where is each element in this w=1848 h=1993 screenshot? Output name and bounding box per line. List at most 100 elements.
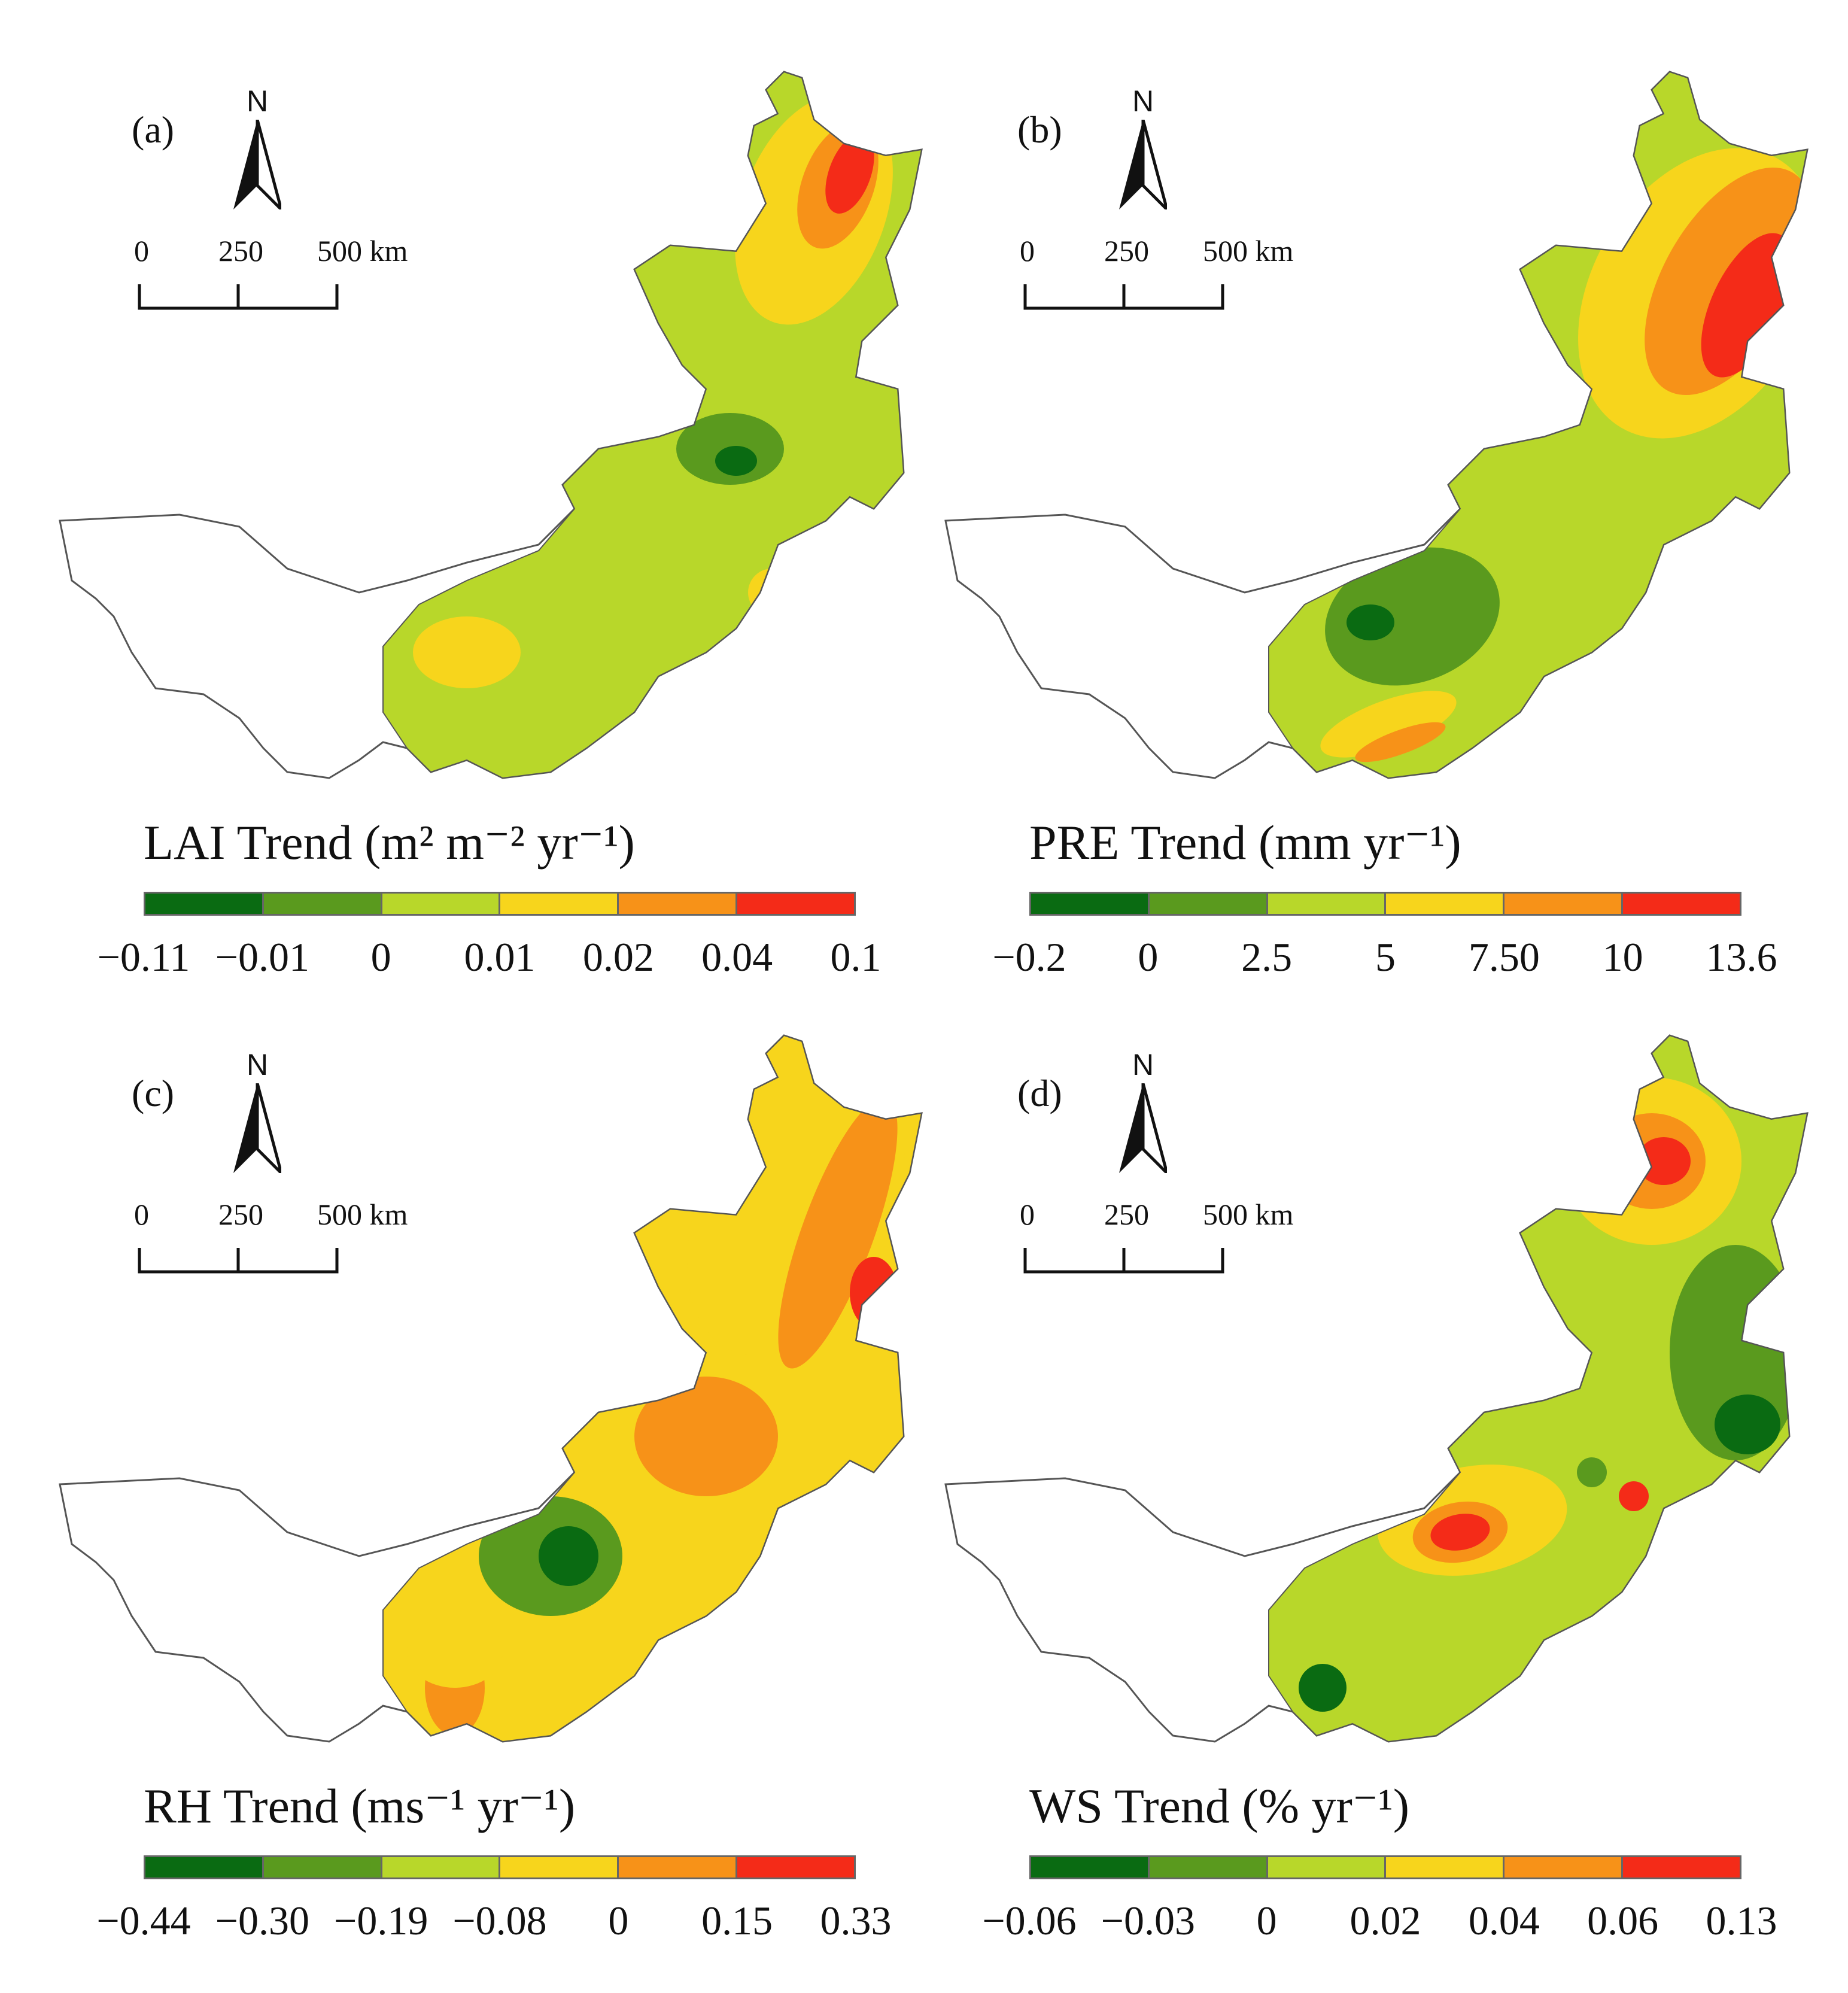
colorbar-swatch xyxy=(1504,894,1624,914)
scale-label: 250 xyxy=(1104,1198,1149,1231)
map-panel-a: (a) N 0 250 500 km LAI Trend (m² m⁻² yr⁻¹) −0.… xyxy=(48,54,934,1029)
colorbar-swatch xyxy=(145,1857,264,1877)
north-arrow-icon: N xyxy=(215,84,299,215)
panel-label: (d) xyxy=(1017,1072,1062,1114)
colorbar xyxy=(1029,1855,1741,1879)
colorbar-tick-label: 0.01 xyxy=(464,934,536,980)
colorbar-tick-label: 0.06 xyxy=(1587,1898,1659,1943)
legend-title: PRE Trend (mm yr⁻¹) xyxy=(1029,815,1461,870)
trend-zones xyxy=(1269,72,1807,778)
colorbar-ticks: −0.11 −0.01 0 0.01 0.02 0.04 0.1 xyxy=(98,934,882,988)
colorbar-swatch xyxy=(1031,1857,1150,1877)
colorbar-swatch xyxy=(263,1857,382,1877)
colorbar-swatch xyxy=(1386,894,1505,914)
colorbar-tick-label: 13.6 xyxy=(1706,934,1777,980)
scale-label: 0 xyxy=(134,234,149,268)
colorbar-swatch xyxy=(1623,894,1740,914)
colorbar-swatch xyxy=(1268,894,1387,914)
scale-label: 500 km xyxy=(317,1198,408,1231)
trend-zone xyxy=(1577,1457,1607,1487)
scale-label: 500 km xyxy=(1203,1198,1294,1231)
trend-zones xyxy=(383,1035,922,1742)
colorbar-swatch xyxy=(145,894,264,914)
colorbar-swatch xyxy=(263,894,382,914)
trend-zone xyxy=(640,1107,712,1167)
colorbar-ticks: −0.2 0 2.5 5 7.50 10 13.6 xyxy=(992,934,1777,988)
trend-zone xyxy=(1325,547,1500,686)
colorbar-tick-label: −0.01 xyxy=(215,934,310,980)
north-label: N xyxy=(1132,1048,1154,1081)
colorbar-tick-label: −0.11 xyxy=(97,934,190,980)
legend-title: LAI Trend (m² m⁻² yr⁻¹) xyxy=(144,815,635,870)
colorbar-swatch xyxy=(619,1857,738,1877)
scale-label: 0 xyxy=(134,1198,149,1231)
trend-zone xyxy=(715,446,757,476)
colorbar-tick-label: 2.5 xyxy=(1241,934,1293,980)
trend-zones xyxy=(1269,1035,1807,1742)
trend-map xyxy=(59,1034,923,1743)
colorbar-tick-label: −0.03 xyxy=(1101,1898,1196,1943)
colorbar-tick-label: 0 xyxy=(370,934,391,980)
colorbar-swatch xyxy=(1031,894,1150,914)
colorbar-swatch xyxy=(1149,1857,1268,1877)
trend-zone xyxy=(748,569,796,616)
scale-bar: 0 250 500 km xyxy=(1020,1197,1293,1281)
colorbar-swatch xyxy=(1268,1857,1387,1877)
trend-zone xyxy=(778,1097,898,1369)
trend-zone xyxy=(1320,691,1457,758)
map-panel-c: (c) N 0 250 500 km RH Trend (ms⁻¹ yr⁻¹) −0.44−… xyxy=(48,1017,934,1993)
trend-zone xyxy=(1355,722,1446,762)
map-panel-b: (b) N 0 250 500 km PRE Trend (mm yr⁻¹) −0.2 0 2.… xyxy=(934,54,1819,1029)
trend-zone xyxy=(825,133,874,214)
trend-zone xyxy=(539,1526,598,1586)
colorbar-tick-label: 0.15 xyxy=(701,1898,773,1943)
colorbar-swatch xyxy=(737,894,854,914)
scale-label: 0 xyxy=(1020,234,1035,268)
scale-label: 0 xyxy=(1020,1198,1035,1231)
trend-map xyxy=(59,71,923,779)
colorbar-swatch xyxy=(1386,1857,1505,1877)
colorbar-tick-label: 0.13 xyxy=(1706,1898,1777,1943)
scale-label: 250 xyxy=(218,234,263,268)
colorbar-swatch xyxy=(500,1857,619,1877)
trend-zones xyxy=(383,72,922,778)
colorbar-tick-label: 0 xyxy=(1256,1898,1277,1943)
trend-zone xyxy=(1619,1481,1649,1511)
colorbar-tick-label: −0.30 xyxy=(215,1898,310,1943)
colorbar-swatch xyxy=(382,1857,501,1877)
north-arrow-icon: N xyxy=(1101,1047,1185,1179)
panel-label: (c) xyxy=(132,1072,175,1114)
scale-label: 250 xyxy=(218,1198,263,1231)
trend-zone xyxy=(1715,1395,1780,1454)
colorbar xyxy=(144,892,856,916)
colorbar-swatch xyxy=(619,894,738,914)
trend-zone xyxy=(407,1616,503,1688)
colorbar-tick-label: 7.50 xyxy=(1468,934,1540,980)
colorbar-tick-label: −0.06 xyxy=(982,1898,1077,1943)
scale-bar: 0 250 500 km xyxy=(134,233,408,317)
colorbar-tick-label: 0.02 xyxy=(1349,1898,1421,1943)
north-label: N xyxy=(1132,84,1154,118)
colorbar-swatch xyxy=(1149,894,1268,914)
legend-title: RH Trend (ms⁻¹ yr⁻¹) xyxy=(144,1779,576,1833)
colorbar xyxy=(144,1855,856,1879)
colorbar-tick-label: −0.19 xyxy=(333,1898,428,1943)
scale-label: 500 km xyxy=(1203,234,1294,268)
trend-zone xyxy=(1347,604,1394,640)
colorbar-tick-label: 0.33 xyxy=(820,1898,892,1943)
colorbar-tick-label: 0 xyxy=(1138,934,1159,980)
colorbar-tick-label: 0.04 xyxy=(701,934,773,980)
trend-zone xyxy=(1430,1514,1490,1551)
north-arrow-icon: N xyxy=(215,1047,299,1179)
map-panel-d: (d) N 0 250 500 km WS Trend (% yr⁻¹) −0.06 −0.0… xyxy=(934,1017,1819,1993)
colorbar-tick-label: 5 xyxy=(1375,934,1396,980)
north-label: N xyxy=(246,1048,269,1081)
colorbar-tick-label: −0.08 xyxy=(452,1898,547,1943)
legend-title: WS Trend (% yr⁻¹) xyxy=(1029,1779,1410,1833)
colorbar-ticks: −0.44 −0.30 −0.19 −0.08 0 0.15 0.33 xyxy=(96,1897,891,1951)
colorbar-tick-label: −0.2 xyxy=(992,934,1066,980)
trend-zone xyxy=(413,616,521,688)
colorbar-swatch xyxy=(1504,1857,1624,1877)
trend-map xyxy=(944,71,1809,779)
